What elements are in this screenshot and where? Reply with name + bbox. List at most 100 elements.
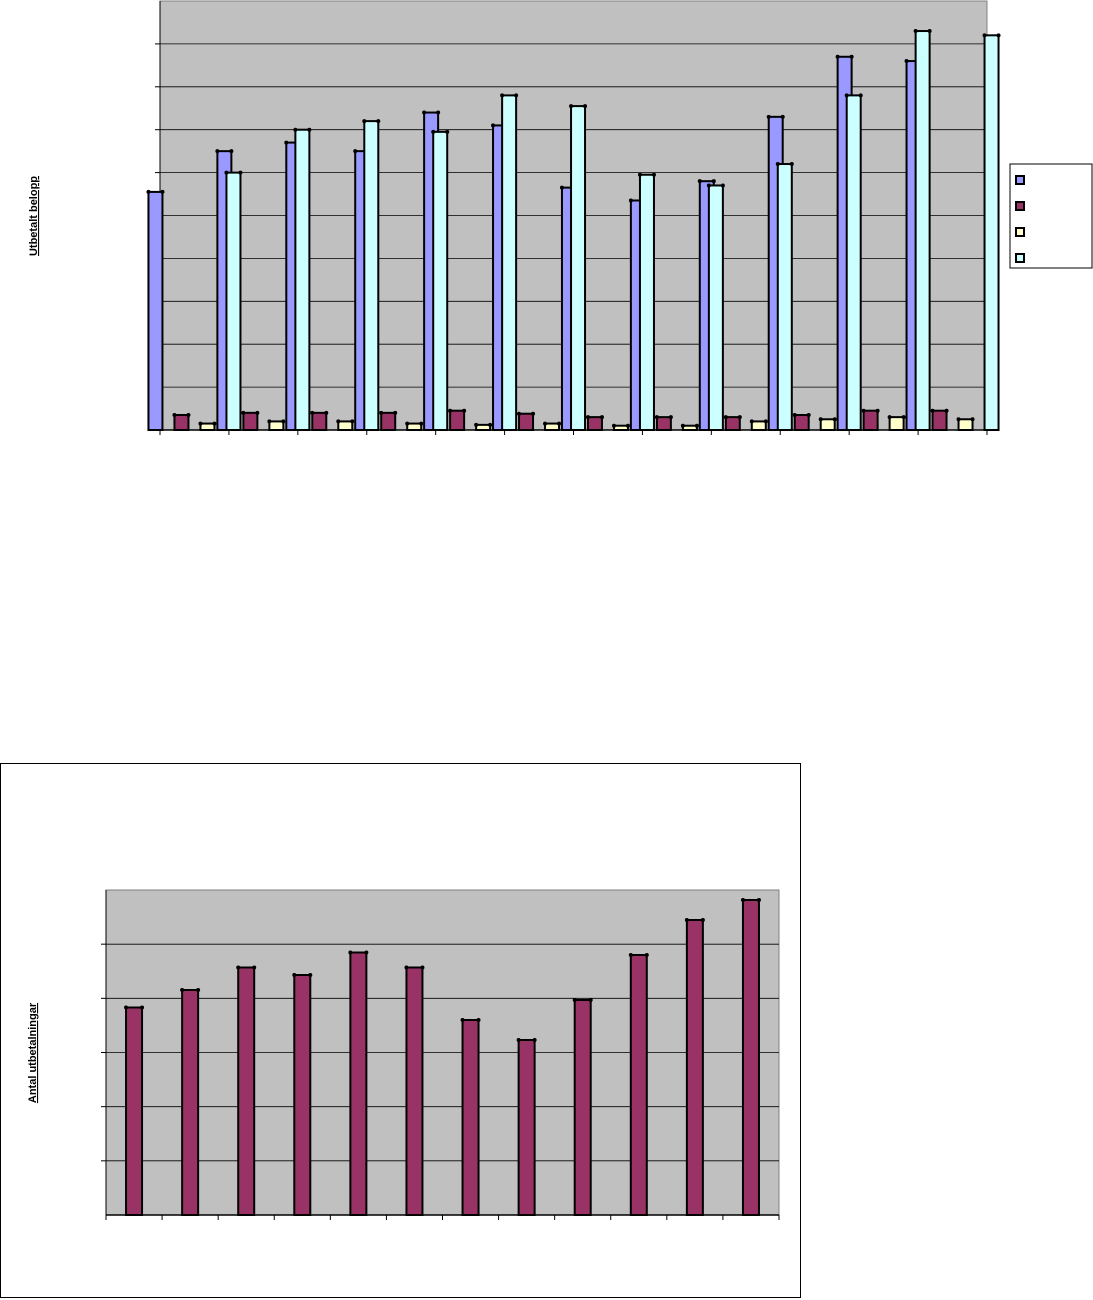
bar-corner-marker	[763, 419, 768, 424]
bar-corner-marker	[198, 421, 203, 426]
bar-corner-marker	[775, 162, 780, 167]
bar	[337, 420, 354, 432]
bar-corner-marker	[875, 408, 880, 413]
bar	[125, 1006, 144, 1216]
bar-corner-marker	[569, 104, 574, 109]
bar-corner-marker	[348, 950, 353, 955]
bar-corner-marker	[711, 179, 716, 184]
bar-corner-marker	[944, 408, 949, 413]
bar-corner-marker	[668, 415, 673, 420]
bar-corner-marker	[651, 172, 656, 177]
payout-amount-chart: Utbetalt belopp	[28, 0, 1093, 435]
bar-corner-marker	[431, 129, 436, 134]
bar-corner-marker	[901, 415, 906, 420]
bar-corner-marker	[460, 1018, 465, 1022]
bar	[819, 418, 836, 431]
bar-corner-marker	[559, 185, 564, 190]
bar-corner-marker	[818, 417, 823, 422]
bar-corner-marker	[491, 123, 496, 128]
bar-corner-marker	[238, 170, 243, 175]
bar-corner-marker	[422, 110, 427, 115]
bar	[147, 190, 164, 431]
bar-corner-marker	[445, 129, 450, 134]
bar-corner-marker	[588, 998, 593, 1002]
bar-corner-marker	[792, 412, 797, 417]
bar-corner-marker	[628, 953, 633, 957]
bar-corner-marker	[611, 423, 616, 428]
plot-area	[101, 889, 780, 1220]
bar-corner-marker	[324, 410, 329, 415]
bar-corner-marker	[405, 421, 410, 426]
bar	[293, 974, 312, 1216]
bar-corner-marker	[307, 127, 312, 132]
bar-corner-marker	[557, 421, 562, 426]
bar-corner-marker	[706, 183, 711, 188]
bar-corner-marker	[404, 965, 409, 970]
bar-corner-marker	[806, 412, 811, 417]
bar-corner-marker	[599, 415, 604, 420]
bar	[570, 105, 587, 431]
bar	[294, 128, 311, 431]
bar	[237, 966, 256, 1216]
bar	[405, 966, 424, 1216]
bar-corner-marker	[697, 179, 702, 184]
bar-corner-marker	[293, 127, 298, 132]
bar-corner-marker	[628, 198, 633, 203]
bar-corner-marker	[680, 423, 685, 428]
bar	[181, 989, 200, 1216]
bar	[173, 413, 190, 431]
bar-corner-marker	[212, 421, 217, 426]
bar-corner-marker	[420, 965, 425, 970]
bar-corner-marker	[364, 950, 369, 955]
bar	[573, 999, 592, 1216]
bar	[544, 422, 561, 432]
bar-corner-marker	[766, 114, 771, 119]
legend-box	[1009, 163, 1093, 269]
bar	[380, 411, 397, 431]
bar	[518, 412, 535, 431]
bar-corner-marker	[241, 410, 246, 415]
bar-corner-marker	[224, 170, 229, 175]
bar-corner-marker	[336, 419, 341, 424]
bar-corner-marker	[904, 59, 909, 64]
bar-corner-marker	[723, 415, 728, 420]
bar-corner-marker	[353, 149, 358, 154]
bar	[242, 411, 259, 431]
bar-corner-marker	[532, 1038, 537, 1042]
bar-corner-marker	[849, 54, 854, 59]
bar-corner-marker	[740, 898, 745, 902]
bar-corner-marker	[308, 973, 313, 977]
bar	[268, 420, 285, 432]
bar	[685, 919, 704, 1216]
bar-corner-marker	[737, 415, 742, 420]
bar-corner-marker	[927, 29, 932, 34]
bar	[586, 416, 603, 432]
bar-corner-marker	[146, 189, 151, 194]
bar	[199, 422, 216, 432]
bar-corner-marker	[462, 408, 467, 413]
payout-count-chart: Antal utbetalningar	[27, 889, 780, 1220]
bar	[311, 411, 328, 431]
bar-corner-marker	[476, 1018, 481, 1022]
bar-corner-marker	[516, 1038, 521, 1042]
bar-corner-marker	[531, 411, 536, 416]
bar-corner-marker	[970, 417, 975, 422]
bar	[406, 422, 423, 432]
bar-corner-marker	[252, 965, 257, 970]
bar	[655, 416, 672, 432]
bar	[724, 416, 741, 432]
bar-corner-marker	[436, 110, 441, 115]
bar-corner-marker	[543, 421, 548, 426]
legend-swatch	[1015, 175, 1025, 185]
bar-corner-marker	[720, 183, 725, 188]
bar-corner-marker	[140, 1005, 145, 1010]
bar	[461, 1019, 480, 1216]
bar-corner-marker	[124, 1005, 129, 1010]
bar-corner-marker	[956, 417, 961, 422]
bar	[983, 34, 1000, 431]
legend-swatch	[1015, 227, 1025, 237]
bar-corner-marker	[844, 93, 849, 98]
bar-corner-marker	[448, 408, 453, 413]
bar-corner-marker	[684, 918, 689, 922]
bar	[793, 413, 810, 431]
